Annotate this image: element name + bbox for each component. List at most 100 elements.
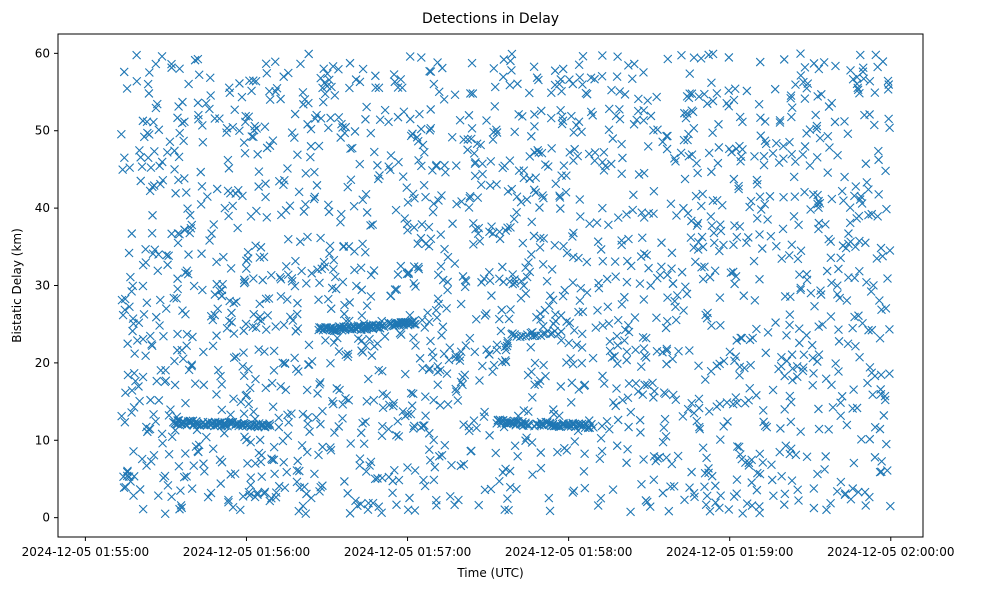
detection-point	[441, 167, 450, 177]
detection-point	[419, 180, 429, 190]
detection-point	[373, 339, 382, 349]
detection-point	[416, 161, 426, 171]
detection-point	[219, 428, 229, 438]
detection-point	[533, 145, 543, 155]
detection-point	[274, 413, 284, 423]
detection-point	[374, 365, 384, 375]
detection-point	[809, 484, 819, 493]
detection-point	[514, 110, 524, 119]
detection-point	[455, 115, 465, 125]
detection-point	[246, 437, 256, 447]
detection-point	[178, 354, 188, 364]
detection-point	[851, 242, 860, 252]
detection-point	[865, 362, 875, 372]
detection-point	[266, 270, 276, 280]
detection-point	[291, 326, 301, 336]
detection-point	[593, 306, 602, 315]
detection-point	[366, 128, 376, 138]
detection-point	[836, 253, 846, 263]
detection-point	[569, 156, 578, 166]
detection-point	[516, 293, 526, 303]
detection-point	[184, 250, 193, 259]
detection-point	[724, 505, 734, 514]
detection-point	[850, 273, 860, 283]
detection-point	[656, 262, 666, 272]
detection-point	[285, 312, 295, 322]
detection-point	[161, 304, 171, 313]
detection-point	[194, 70, 204, 80]
detection-point	[722, 98, 732, 108]
detection-point	[705, 272, 715, 282]
detection-point	[477, 277, 486, 287]
detection-point	[793, 254, 803, 264]
detection-point	[297, 440, 307, 450]
detection-point	[450, 500, 460, 510]
detection-point	[569, 325, 579, 335]
detection-point	[527, 393, 537, 402]
detection-point	[871, 50, 881, 60]
detection-point	[584, 149, 594, 159]
detection-point	[311, 413, 321, 422]
detection-point	[244, 112, 254, 122]
detection-point	[643, 142, 653, 151]
detection-point	[715, 293, 725, 302]
detection-point	[486, 484, 496, 494]
detection-point	[327, 283, 337, 293]
detection-point	[663, 270, 672, 280]
detection-point	[632, 115, 642, 125]
detection-point	[199, 380, 209, 390]
detection-point	[539, 360, 548, 370]
detection-point	[254, 167, 264, 177]
detection-point	[623, 393, 633, 403]
detection-point	[498, 72, 508, 82]
detection-point	[125, 163, 135, 173]
detection-point	[490, 82, 500, 92]
detection-point	[823, 131, 833, 141]
detection-point	[226, 410, 235, 420]
detection-point	[439, 94, 449, 104]
detection-point	[223, 186, 233, 196]
detection-point	[579, 466, 589, 476]
detection-point	[715, 320, 725, 330]
detection-point	[613, 315, 623, 325]
detection-point	[248, 322, 258, 332]
detection-point	[435, 400, 445, 410]
detection-point	[816, 89, 826, 99]
detection-point	[274, 422, 284, 432]
detection-point	[694, 422, 704, 432]
detection-point	[736, 156, 745, 166]
detection-point	[243, 254, 253, 263]
detection-point	[343, 488, 353, 498]
detection-point	[695, 424, 705, 434]
detection-point	[353, 334, 363, 343]
detection-point	[144, 89, 154, 98]
detection-point	[346, 439, 356, 448]
detection-point	[390, 285, 400, 294]
detection-point	[491, 125, 501, 135]
detection-point	[338, 277, 348, 287]
detection-point	[814, 424, 824, 434]
detection-point	[660, 414, 670, 424]
detection-point	[813, 469, 822, 479]
detection-point	[346, 144, 355, 154]
detection-point	[268, 402, 278, 412]
detection-point	[729, 95, 739, 105]
detection-point	[488, 135, 498, 144]
detection-point	[580, 380, 590, 390]
detection-point	[677, 50, 686, 60]
detection-point	[612, 331, 622, 341]
detection-point	[416, 53, 426, 62]
detection-point	[662, 346, 672, 356]
detection-point	[582, 89, 592, 99]
detection-point	[771, 138, 781, 148]
detection-point	[210, 290, 220, 299]
detection-point	[869, 120, 879, 130]
detection-point	[809, 369, 818, 378]
detection-point	[362, 102, 371, 112]
detection-point	[657, 238, 666, 248]
detection-point	[358, 348, 368, 357]
detection-point	[129, 319, 138, 328]
detection-point	[760, 136, 770, 146]
detection-point	[637, 479, 646, 489]
detection-point	[643, 96, 653, 106]
